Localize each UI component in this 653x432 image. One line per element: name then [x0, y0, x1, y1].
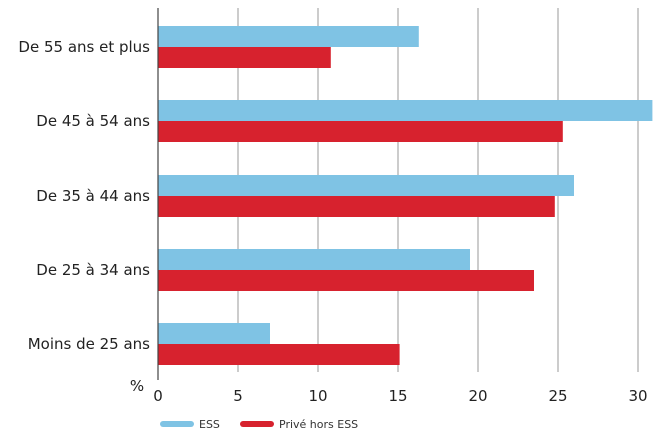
- legend-label-prive: Privé hors ESS: [279, 418, 358, 431]
- bar-ess-1: [158, 100, 653, 121]
- category-label: Moins de 25 ans: [28, 335, 150, 353]
- bar-prive-1: [158, 121, 563, 142]
- bar-prive-2: [158, 196, 555, 217]
- bars: [158, 26, 653, 365]
- category-label: De 25 à 34 ans: [36, 261, 150, 279]
- bar-ess-4: [158, 323, 270, 344]
- legend: ESS Privé hors ESS: [160, 418, 358, 431]
- category-labels: De 55 ans et plus De 45 à 54 ans De 35 à 4…: [18, 38, 150, 353]
- x-tick-label: 25: [548, 387, 567, 405]
- x-axis-unit-label: %: [130, 377, 144, 395]
- bar-prive-3: [158, 270, 534, 291]
- legend-label-ess: ESS: [199, 418, 220, 431]
- x-tick-label: 10: [308, 387, 327, 405]
- category-label: De 35 à 44 ans: [36, 187, 150, 205]
- x-tick-label: 15: [388, 387, 407, 405]
- bar-prive-4: [158, 344, 400, 365]
- bar-ess-3: [158, 249, 470, 270]
- tick-labels: 0 5 10 15 20 25 30: [153, 387, 647, 405]
- bar-prive-0: [158, 47, 331, 68]
- category-label: De 55 ans et plus: [18, 38, 150, 56]
- x-tick-label: 20: [468, 387, 487, 405]
- x-tick-label: 30: [628, 387, 647, 405]
- bar-ess-2: [158, 175, 574, 196]
- x-tick-label: 0: [153, 387, 163, 405]
- x-tick-label: 5: [233, 387, 243, 405]
- category-label: De 45 à 54 ans: [36, 112, 150, 130]
- bar-ess-0: [158, 26, 419, 47]
